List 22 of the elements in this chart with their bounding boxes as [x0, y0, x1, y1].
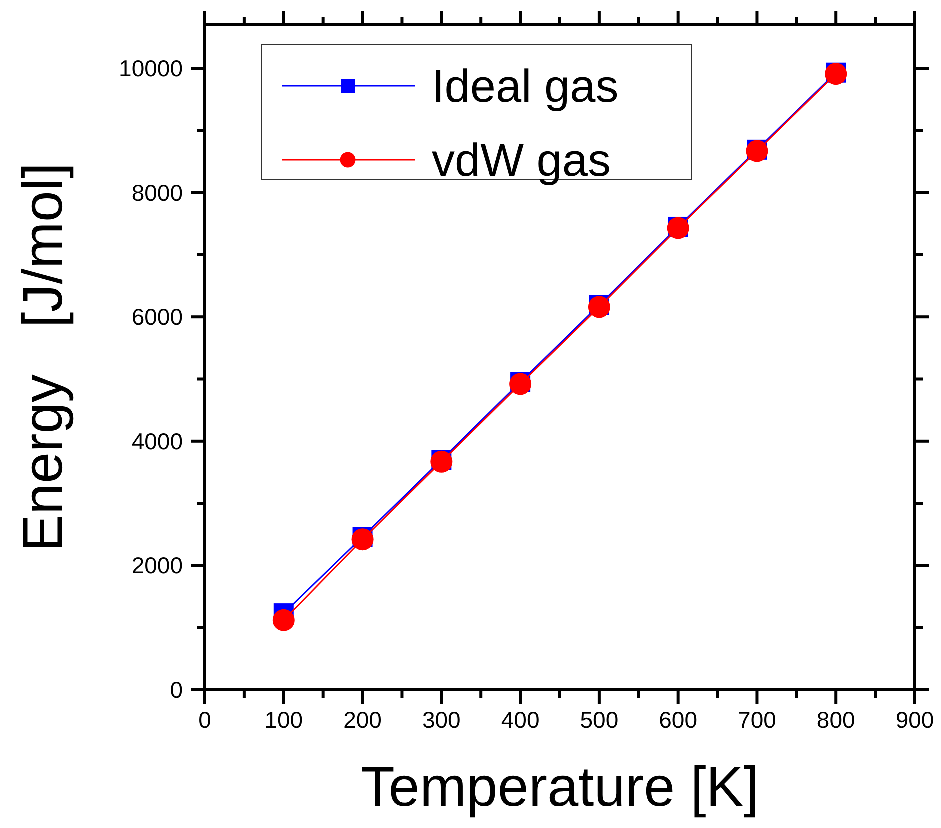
y-tick-label: 2000	[132, 552, 183, 579]
x-tick-label: 600	[659, 707, 698, 733]
x-axis-title: Temperature [K]	[360, 755, 760, 818]
point	[272, 609, 295, 632]
x-tick-label: 400	[501, 707, 540, 733]
y-tick-label: 4000	[132, 428, 183, 454]
x-tick-label: 900	[896, 707, 934, 733]
x-tick-label: 500	[580, 707, 619, 733]
y-tick-label: 10000	[119, 56, 183, 82]
x-tick-label: 800	[816, 707, 856, 733]
y-tick-label: 8000	[132, 180, 183, 206]
x-tick-label: 100	[264, 707, 304, 733]
legend-label: Ideal gas	[432, 60, 619, 112]
y-tick-label: 6000	[132, 304, 183, 330]
legend-label: vdW gas	[432, 134, 611, 186]
y-axis-title: Energy [J/mol]	[11, 162, 74, 552]
x-tick-label: 200	[344, 707, 382, 733]
point	[352, 528, 374, 551]
y-tick-label: 0	[170, 677, 183, 703]
x-tick-label: 700	[738, 707, 776, 733]
x-tick-label: 300	[422, 707, 461, 733]
x-tick-label: 0	[198, 707, 212, 733]
